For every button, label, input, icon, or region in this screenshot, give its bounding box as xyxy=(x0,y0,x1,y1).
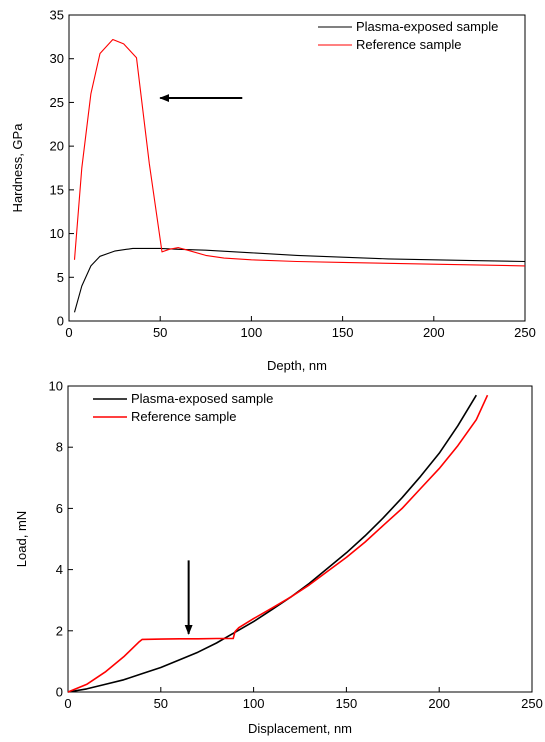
y-axis-title: Load, mN xyxy=(14,511,29,567)
x-ticks: 0 50 100 150 200 250 xyxy=(65,316,536,340)
y-tick-label: 8 xyxy=(56,440,63,455)
y-tick-label: 20 xyxy=(50,139,64,154)
load-displacement-chart: 0 2 4 6 8 10 0 50 100 150 200 250 Displacement, nm… xyxy=(14,379,543,737)
legend: Plasma-exposed sample Reference sample xyxy=(318,19,498,52)
x-tick-label: 0 xyxy=(65,325,72,340)
x-axis-title: Depth, nm xyxy=(267,358,327,373)
y-tick-label: 35 xyxy=(50,8,64,23)
y-tick-label: 30 xyxy=(50,51,64,66)
hardness-chart: 0 5 10 15 20 25 30 35 0 50 100 150 200 250 Depth, nm… xyxy=(10,8,536,374)
x-tick-label: 100 xyxy=(243,696,265,711)
x-tick-label: 250 xyxy=(514,325,536,340)
plot-frame xyxy=(68,14,526,322)
plot-frame xyxy=(67,385,533,693)
x-ticks: 0 50 100 150 200 250 xyxy=(64,687,543,711)
y-tick-label: 2 xyxy=(56,623,63,638)
x-tick-label: 250 xyxy=(521,696,543,711)
y-ticks: 0 2 4 6 8 10 xyxy=(49,379,73,700)
y-tick-label: 25 xyxy=(50,95,64,110)
y-ticks: 0 5 10 15 20 25 30 35 xyxy=(50,8,74,329)
series-line-reference xyxy=(67,394,489,693)
y-tick-label: 6 xyxy=(56,501,63,516)
x-tick-label: 200 xyxy=(423,325,445,340)
x-tick-label: 50 xyxy=(153,325,167,340)
y-axis-title: Hardness, GPa xyxy=(10,123,25,213)
series-line-reference xyxy=(73,38,526,267)
series-line-plasma-exposed xyxy=(73,247,526,313)
x-tick-label: 100 xyxy=(241,325,263,340)
y-tick-label: 10 xyxy=(50,226,64,241)
legend-label-reference: Reference sample xyxy=(131,409,237,424)
series-lines xyxy=(67,394,489,693)
y-tick-label: 10 xyxy=(49,379,63,394)
legend: Plasma-exposed sample Reference sample xyxy=(93,391,273,424)
series-lines xyxy=(73,38,526,313)
legend-label-reference: Reference sample xyxy=(356,37,462,52)
y-tick-label: 15 xyxy=(50,182,64,197)
x-tick-label: 150 xyxy=(332,325,354,340)
y-tick-label: 5 xyxy=(57,270,64,285)
x-tick-label: 0 xyxy=(64,696,71,711)
x-tick-label: 200 xyxy=(428,696,450,711)
legend-label-plasma: Plasma-exposed sample xyxy=(356,19,498,34)
x-tick-label: 150 xyxy=(336,696,358,711)
legend-label-plasma: Plasma-exposed sample xyxy=(131,391,273,406)
x-tick-label: 50 xyxy=(154,696,168,711)
x-axis-title: Displacement, nm xyxy=(248,721,352,736)
series-line-plasma-exposed xyxy=(67,394,477,693)
y-tick-label: 0 xyxy=(57,314,64,329)
y-tick-label: 4 xyxy=(56,562,63,577)
y-tick-label: 0 xyxy=(56,685,63,700)
